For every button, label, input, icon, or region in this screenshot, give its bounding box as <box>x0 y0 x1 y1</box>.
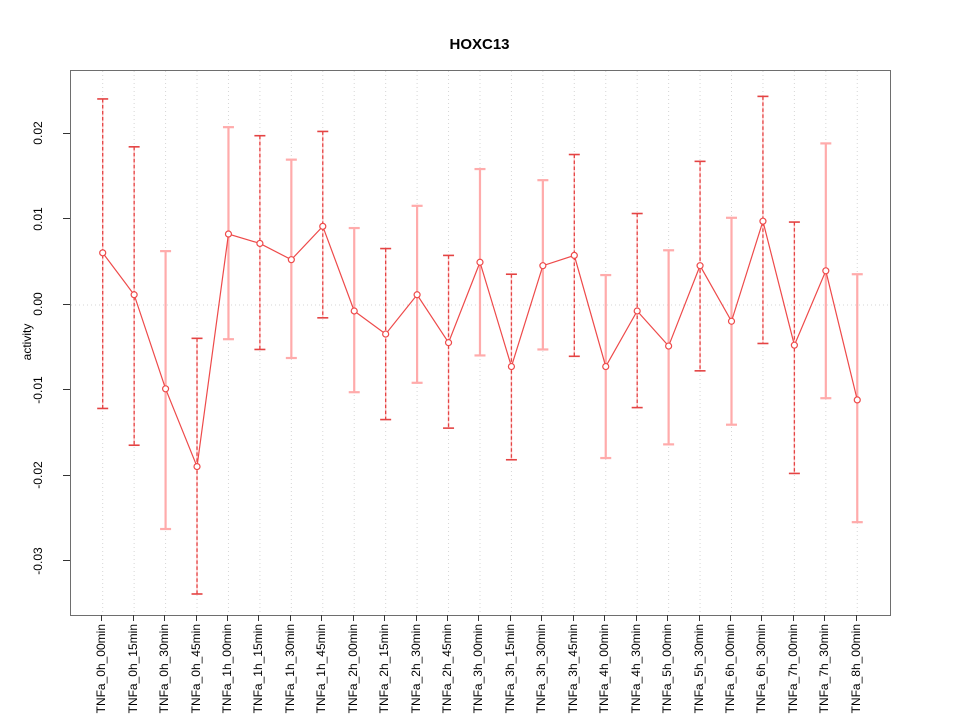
y-axis-tick <box>63 218 70 219</box>
x-axis-tick-label: TNFa_1h_15min <box>251 624 266 714</box>
x-axis-tick-label: TNFa_2h_00min <box>345 624 360 714</box>
data-point <box>696 262 704 270</box>
x-axis-tick-label: TNFa_2h_15min <box>377 624 392 714</box>
y-axis-tick-label: 0.00 <box>31 292 45 316</box>
x-axis-tick <box>195 615 197 621</box>
x-axis-tick-label: TNFa_2h_45min <box>440 624 455 714</box>
x-axis-tick <box>698 615 700 621</box>
x-axis-tick-label: TNFa_0h_45min <box>188 624 203 714</box>
x-axis-tick <box>855 615 857 621</box>
data-point <box>256 239 264 248</box>
data-point <box>287 256 295 264</box>
x-axis-tick-label: TNFa_3h_45min <box>565 624 580 714</box>
x-axis-tick-label: TNFa_4h_00min <box>597 624 612 714</box>
x-axis-tick <box>478 615 480 621</box>
data-point <box>570 251 578 260</box>
data-point <box>444 339 453 347</box>
y-axis-tick-label: -0.03 <box>31 546 45 575</box>
x-axis-tick <box>509 615 511 621</box>
data-point <box>224 230 233 238</box>
x-axis-tick-label: TNFa_1h_30min <box>282 624 297 714</box>
x-axis-tick-label: TNFa_1h_00min <box>219 624 234 714</box>
x-axis-tick <box>384 615 386 621</box>
x-axis-tick <box>101 615 103 621</box>
y-axis-tick <box>63 303 70 305</box>
x-axis-tick <box>541 615 543 621</box>
data-point <box>507 362 516 371</box>
data-point <box>727 317 736 325</box>
x-axis-tick <box>792 615 794 621</box>
data-point <box>539 262 547 270</box>
x-axis-tick-label: TNFa_0h_15min <box>125 624 140 714</box>
data-point <box>790 341 798 349</box>
y-axis-tick-label: 0.02 <box>31 121 45 145</box>
x-axis-tick <box>415 615 417 621</box>
x-axis-tick-label: TNFa_8h_00min <box>848 624 863 714</box>
x-axis-tick-label: TNFa_1h_45min <box>314 624 329 714</box>
x-axis-tick-label: TNFa_3h_30min <box>534 624 549 714</box>
data-point <box>759 217 767 225</box>
data-point <box>130 291 138 299</box>
data-point <box>350 307 358 315</box>
x-axis-tick-label: TNFa_7h_30min <box>817 624 832 714</box>
x-axis-tick <box>132 615 134 621</box>
x-axis-tick-label: TNFa_3h_00min <box>471 624 486 714</box>
data-point <box>99 249 107 257</box>
x-axis-tick-label: TNFa_6h_00min <box>723 624 737 714</box>
y-axis-tick <box>63 389 70 390</box>
data-point <box>161 385 170 393</box>
x-axis-tick-label: TNFa_5h_30min <box>691 624 706 714</box>
y-axis-tick-label: -0.01 <box>31 375 45 404</box>
x-axis-tick <box>164 615 166 621</box>
data-point <box>602 362 610 371</box>
x-axis-tick-label: TNFa_3h_15min <box>502 624 517 714</box>
x-axis-tick <box>824 615 826 621</box>
x-axis-tick-label: TNFa_4h_30min <box>628 624 643 714</box>
x-axis-tick <box>572 615 574 621</box>
data-point <box>853 396 861 404</box>
data-point <box>822 267 830 275</box>
y-axis-tick-label: 0.01 <box>31 206 45 231</box>
x-axis-tick-label: TNFa_5h_00min <box>660 624 675 714</box>
x-axis-tick <box>258 615 260 621</box>
plot-area <box>70 70 891 616</box>
x-axis-tick <box>321 615 323 621</box>
x-axis-tick <box>667 615 669 621</box>
y-axis-tick-label: -0.02 <box>31 461 45 489</box>
data-point <box>413 291 421 299</box>
x-axis-tick <box>730 615 731 621</box>
x-axis-tick <box>761 615 763 621</box>
chart-title: HOXC13 <box>449 36 510 53</box>
data-point <box>382 330 390 338</box>
x-axis-tick-label: TNFa_0h_00min <box>94 624 109 714</box>
data-point <box>319 222 327 230</box>
data-point <box>193 462 201 471</box>
x-axis-tick <box>289 615 291 621</box>
data-point <box>476 258 484 266</box>
data-point <box>665 342 673 350</box>
y-axis-tick <box>63 560 70 561</box>
x-axis-tick-label: TNFa_2h_30min <box>408 624 423 714</box>
x-axis-tick <box>352 615 354 621</box>
x-axis-tick <box>604 615 606 621</box>
y-axis-tick <box>63 132 70 134</box>
x-axis-tick <box>226 615 228 621</box>
data-point <box>633 307 641 315</box>
plot-canvas <box>71 71 890 615</box>
x-axis-tick-label: TNFa_6h_30min <box>754 624 769 714</box>
y-axis-tick <box>63 474 70 476</box>
x-axis-tick <box>635 615 637 621</box>
x-axis-tick-label: TNFa_0h_30min <box>157 624 172 714</box>
x-axis-tick-label: TNFa_7h_00min <box>785 624 800 714</box>
x-axis-tick <box>447 615 449 621</box>
